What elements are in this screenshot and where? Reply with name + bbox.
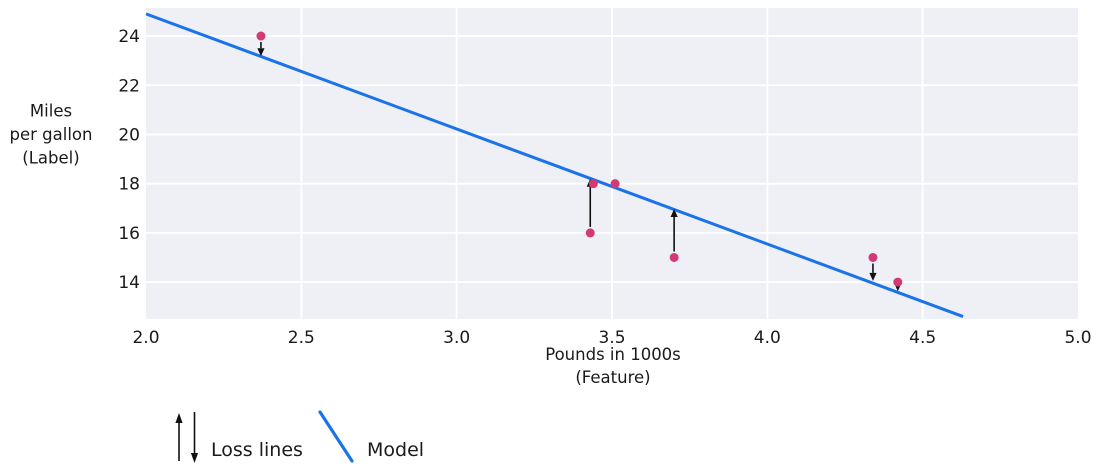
legend: Loss lines Model: [175, 410, 424, 463]
y-tick-label: 20: [118, 125, 140, 145]
x-tick-label: 5.0: [1064, 328, 1091, 348]
data-point: [669, 252, 679, 262]
x-axis-label-line2: (Feature): [575, 368, 650, 387]
data-point: [610, 179, 620, 189]
y-tick-label: 16: [118, 224, 140, 244]
x-axis-label-line1: Pounds in 1000s: [545, 345, 681, 364]
y-axis-label-line3: (Label): [22, 149, 79, 168]
x-tick-label: 3.5: [598, 328, 625, 348]
up-down-arrows-icon: [175, 412, 199, 463]
data-point: [588, 179, 598, 189]
x-tick-label: 2.0: [132, 328, 159, 348]
y-tick-label: 18: [118, 175, 140, 195]
x-tick-label: 3.0: [443, 328, 470, 348]
y-axis-label-line2: per gallon: [10, 125, 93, 144]
x-axis-label: Pounds in 1000s (Feature): [545, 345, 681, 387]
data-point: [868, 252, 878, 262]
data-point: [893, 277, 903, 287]
y-tick-label: 24: [118, 27, 140, 47]
y-axis-label: Miles per gallon (Label): [10, 102, 93, 168]
loss-arrow-head: [869, 272, 877, 281]
down-arrow-head: [190, 453, 199, 463]
y-tick-label: 22: [118, 76, 140, 96]
legend-loss-lines-label: Loss lines: [211, 439, 303, 461]
legend-model-label: Model: [367, 439, 424, 461]
loss-arrow-head: [257, 48, 265, 57]
model-line: [145, 12, 964, 318]
y-tick-label: 14: [118, 273, 140, 293]
y-axis-label-line1: Miles: [30, 102, 72, 121]
data-point: [585, 228, 595, 238]
up-arrow-head: [175, 413, 183, 423]
blue-line-segment-icon: [318, 410, 354, 463]
data-point: [256, 31, 266, 41]
x-tick-label: 2.5: [288, 328, 315, 348]
x-tick-label: 4.0: [754, 328, 781, 348]
plot-area: 2.0 2.5 3.0 3.5 4.0 4.5 5.0 14 16 18 20 22 24: [118, 8, 1092, 348]
loss-arrow-head: [670, 209, 678, 218]
x-tick-label: 4.5: [909, 328, 936, 348]
